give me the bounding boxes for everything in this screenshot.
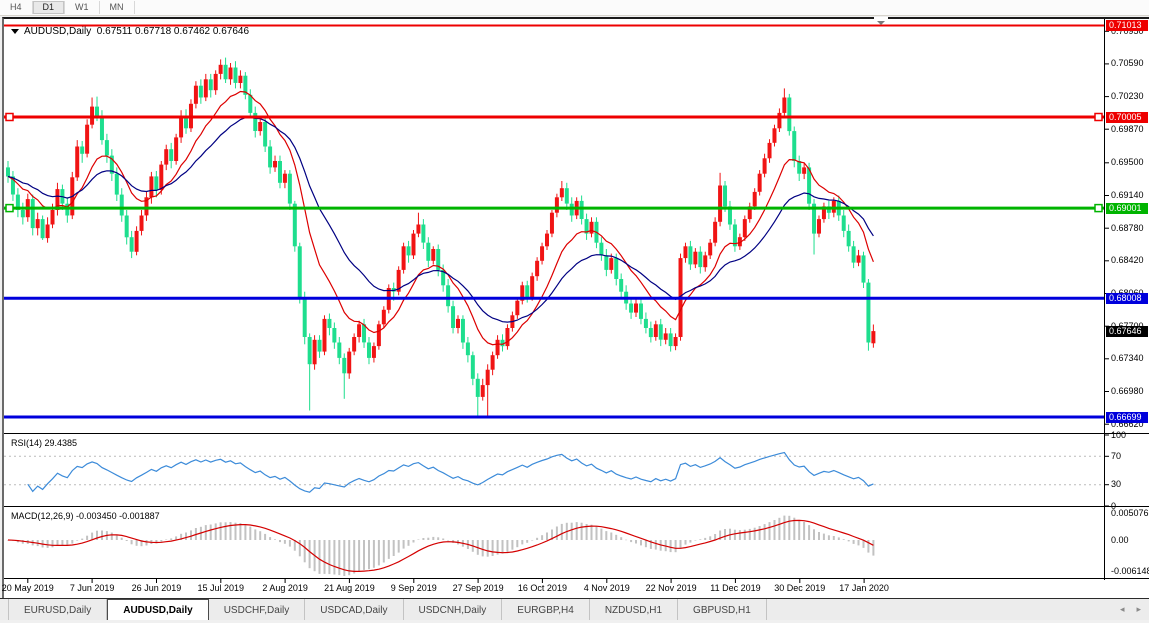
symbol-label: AUDUSD,Daily <box>24 26 92 37</box>
ohlc-high: 0.67718 <box>134 26 172 37</box>
rsi-label: RSI(14) 29.4385 <box>11 438 77 448</box>
price-level-label: 0.69001 <box>1106 202 1148 214</box>
date-axis-label: 21 Aug 2019 <box>324 583 375 593</box>
date-axis-label: 22 Nov 2019 <box>645 583 697 593</box>
macd-indicator-name: MACD(12,26,9) <box>11 511 74 521</box>
chart-tab-usdcnh[interactable]: USDCNH,Daily <box>404 599 503 620</box>
macd-axis-tick-label: 0.005076 <box>1111 508 1149 518</box>
date-axis-label: 11 Dec 2019 <box>710 583 761 593</box>
ma-slow-line <box>7 116 874 323</box>
macd-indicator-value-signal: -0.001887 <box>119 511 160 521</box>
chart-tab-usdchf[interactable]: USDCHF,Daily <box>209 599 306 620</box>
tab-scroll-arrows: ◂ ▸ <box>1120 599 1149 620</box>
timeframe-tab-mn[interactable]: MN <box>100 1 135 14</box>
date-axis-label: 9 Sep 2019 <box>390 583 437 593</box>
chart-tab-eurusd[interactable]: EURUSD,Daily <box>8 599 108 620</box>
macd-signal-line <box>7 519 874 573</box>
ohlc-close: 0.67646 <box>212 26 250 37</box>
price-level-label: 0.66699 <box>1106 411 1148 423</box>
price-axis-tick-label: 0.68420 <box>1111 255 1144 266</box>
rsi-axis-tick-label: 0 <box>1111 500 1117 511</box>
ma-fast-line <box>7 90 874 346</box>
chart-shift-marker <box>874 17 888 21</box>
chart-tab-eurgbp[interactable]: EURGBP,H4 <box>502 599 590 620</box>
price-axis-tick-label: 0.69140 <box>1111 190 1144 200</box>
price-axis-tick-label: 0.69500 <box>1111 157 1144 168</box>
rsi-indicator-value: 29.4385 <box>44 438 78 448</box>
macd-axis-tick-label: -0.006148 <box>1111 565 1149 576</box>
date-axis-label: 26 Jun 2019 <box>131 583 182 593</box>
level-line-handle[interactable] <box>5 203 14 213</box>
candles <box>6 57 876 417</box>
level-line-handle[interactable] <box>1094 112 1103 122</box>
timeframe-tab-h4[interactable]: H4 <box>0 1 33 14</box>
price-level-label: 0.70005 <box>1106 111 1148 123</box>
price-chart-canvas[interactable] <box>4 19 1149 599</box>
price-axis-tick-label: 0.70230 <box>1111 91 1144 102</box>
ohlc-low: 0.67462 <box>173 26 211 37</box>
timeframe-tab-d1[interactable]: D1 <box>32 1 66 14</box>
chart-window[interactable]: AUDUSD,Daily 0.67511 0.67718 0.67462 0.6… <box>2 17 1149 601</box>
date-axis-label: 27 Sep 2019 <box>452 583 504 593</box>
chart-shift-arrow-icon <box>877 21 885 25</box>
price-level-label: 0.71013 <box>1106 20 1148 31</box>
price-axis-tick-label: 0.66980 <box>1111 386 1144 396</box>
rsi-indicator-name: RSI(14) <box>11 438 43 448</box>
macd-label: MACD(12,26,9) -0.003450 -0.001887 <box>11 511 160 521</box>
chart-tab-audusd[interactable]: AUDUSD,Daily <box>107 599 209 620</box>
ohlc-open: 0.67511 <box>96 26 133 37</box>
date-axis-label: 30 Dec 2019 <box>774 583 826 593</box>
price-axis-tick-label: 0.69870 <box>1111 123 1144 134</box>
macd-indicator-value-main: -0.003450 <box>76 511 117 521</box>
date-axis-label: 2 Aug 2019 <box>262 583 308 593</box>
timeframe-tab-w1[interactable]: W1 <box>65 1 100 14</box>
macd-axis-tick-label: 0.00 <box>1111 534 1129 545</box>
chart-tab-gbpusd[interactable]: GBPUSD,H1 <box>678 599 767 620</box>
current-price-label: 0.67646 <box>1106 325 1148 337</box>
rsi-axis-tick-label: 70 <box>1111 450 1122 461</box>
rsi-axis-tick-label: 100 <box>1111 429 1127 440</box>
tab-scroll-right-icon[interactable]: ▸ <box>1136 604 1141 614</box>
price-axis-tick-label: 0.66620 <box>1111 418 1144 429</box>
date-axis-label: 15 Jul 2019 <box>197 583 245 593</box>
rsi-line <box>27 451 874 493</box>
timeframe-toolbar: H4 D1 W1 MN <box>0 0 1149 16</box>
price-level-label: 0.68008 <box>1106 292 1148 304</box>
chart-tabs-bar: EURUSD,Daily AUDUSD,Daily USDCHF,Daily USDC… <box>0 598 1149 620</box>
price-axis-tick-label: 0.67340 <box>1111 353 1144 364</box>
date-axis-label: 7 Jun 2019 <box>69 583 115 593</box>
symbol-dropdown-icon[interactable] <box>11 29 19 34</box>
date-axis-label: 16 Oct 2019 <box>517 583 567 593</box>
macd-histogram <box>7 515 875 576</box>
chart-tab-nzdusd[interactable]: NZDUSD,H1 <box>590 599 679 620</box>
rsi-axis-tick-label: 30 <box>1111 479 1122 490</box>
price-axis-tick-label: 0.68780 <box>1111 222 1144 233</box>
chart-tab-usdcad[interactable]: USDCAD,Daily <box>305 599 404 620</box>
price-axis-tick-label: 0.70590 <box>1111 58 1144 69</box>
date-axis-label: 4 Nov 2019 <box>583 583 630 593</box>
date-axis-label: 20 May 2019 <box>1 583 54 593</box>
date-axis-label: 17 Jan 2020 <box>839 583 889 593</box>
level-line-handle[interactable] <box>5 112 14 122</box>
chart-title: AUDUSD,Daily 0.67511 0.67718 0.67462 0.6… <box>11 26 249 37</box>
tab-scroll-left-icon[interactable]: ◂ <box>1119 604 1125 614</box>
level-line-handle[interactable] <box>1094 203 1103 213</box>
